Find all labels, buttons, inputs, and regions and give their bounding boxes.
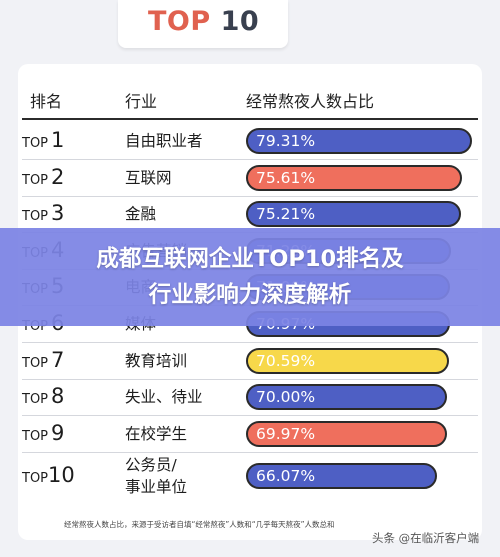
rank-prefix: TOP — [22, 136, 49, 151]
row-divider — [22, 451, 478, 453]
bar — [246, 164, 463, 191]
rank-number: 1 — [51, 128, 65, 152]
rank-label: TOP 3 — [22, 201, 64, 225]
bar — [246, 128, 472, 154]
headline-line-1: 成都互联网企业TOP10排名及 — [96, 246, 404, 272]
rank-prefix: TOP — [22, 428, 49, 444]
header-rank: 排名 — [30, 92, 63, 111]
bar-value-label: 66.07% — [256, 467, 316, 486]
headline-banner — [0, 228, 500, 326]
rank-label: TOP 7 — [22, 348, 64, 372]
industry-label: 金融 — [125, 205, 157, 224]
row-divider — [22, 342, 478, 343]
source-watermark: 头条 @在临沂客户端 — [372, 531, 480, 545]
bar-value-label: 79.31% — [256, 132, 316, 150]
rank-prefix: TOP — [22, 172, 49, 188]
row-divider — [22, 159, 478, 160]
bar — [246, 384, 448, 411]
header-divider — [22, 118, 478, 120]
footnote: 经常熬夜人数占比，来源于受访者自填“经常熬夜”人数和“几乎每天熬夜”人数总和 — [64, 520, 335, 529]
chart-title: TOP 10 — [148, 6, 259, 37]
bar — [246, 420, 448, 447]
rank-label: TOP 1 — [22, 128, 64, 152]
bar — [246, 463, 437, 490]
rank-number: 7 — [51, 347, 65, 372]
rank-number: 8 — [51, 384, 65, 409]
rank-number: 10 — [48, 463, 75, 488]
rank-label: TOP 8 — [22, 384, 64, 408]
industry-label: 公务员/事业单位 — [125, 456, 188, 497]
bar — [246, 201, 462, 228]
industry-label: 自由职业者 — [125, 132, 203, 150]
bar-value-label: 70.59% — [256, 351, 316, 370]
rank-label: TOP10 — [22, 463, 75, 487]
rank-label: TOP 9 — [22, 421, 64, 445]
rank-number: 3 — [51, 201, 65, 226]
rank-prefix: TOP — [22, 471, 49, 487]
rank-number: 9 — [51, 420, 65, 445]
title-badge — [118, 0, 288, 48]
title-ten: 10 — [220, 6, 260, 37]
rank-label: TOP 2 — [22, 165, 64, 189]
bar — [246, 347, 449, 374]
rank-prefix: TOP — [22, 355, 49, 371]
bar-value-label: 69.97% — [256, 424, 316, 443]
bar-value-label: 75.61% — [256, 168, 316, 187]
header-industry: 行业 — [125, 92, 158, 111]
rank-number: 2 — [51, 164, 65, 189]
row-divider — [22, 195, 478, 197]
industry-label: 教育培训 — [125, 351, 188, 370]
title-top: TOP — [148, 6, 211, 37]
industry-label: 在校学生 — [125, 424, 188, 443]
industry-label: 互联网 — [125, 168, 172, 187]
row-divider — [22, 415, 478, 417]
headline-line-2: 行业影响力深度解析 — [148, 282, 352, 308]
rank-prefix: TOP — [22, 392, 49, 408]
industry-label: 失业、待业 — [125, 388, 203, 407]
row-divider — [22, 378, 478, 380]
rank-prefix: TOP — [22, 209, 49, 225]
header-share: 经常熬夜人数占比 — [246, 92, 375, 111]
bar-value-label: 75.21% — [256, 205, 316, 224]
bar-value-label: 70.00% — [256, 388, 316, 407]
